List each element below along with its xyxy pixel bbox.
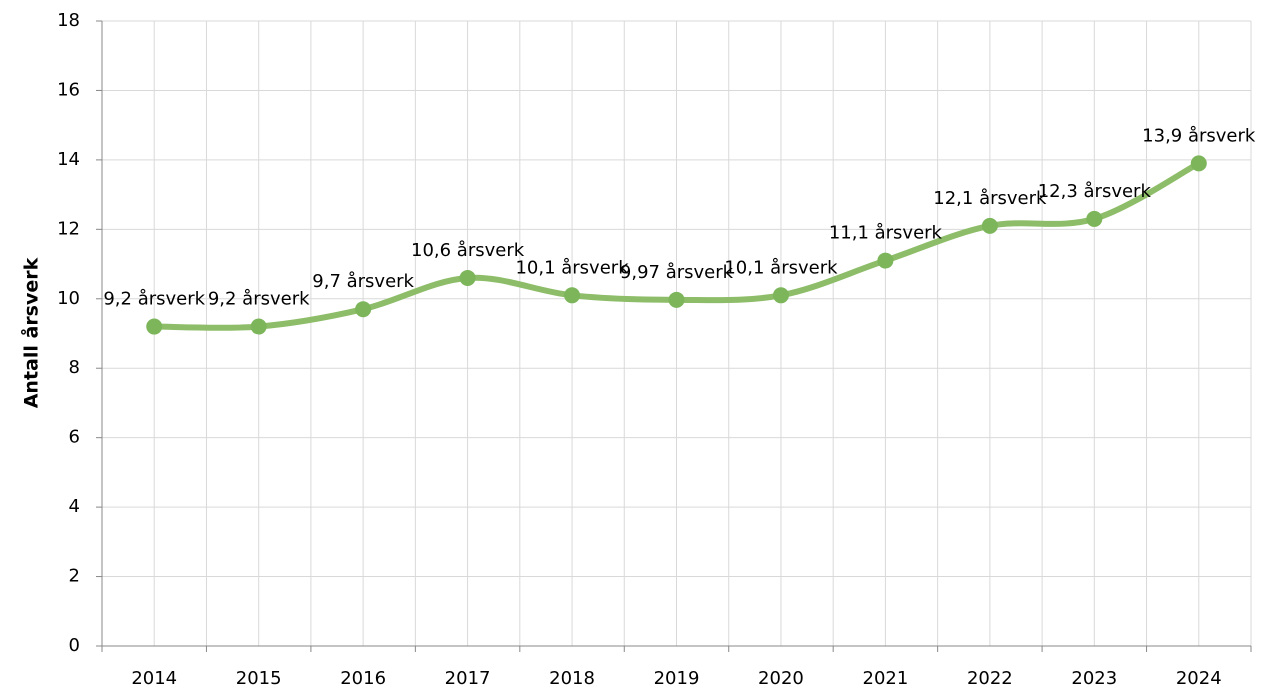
x-tick-label: 2017 (445, 668, 491, 689)
data-label: 11,1 årsverk (829, 223, 943, 244)
data-label: 10,1 årsverk (724, 257, 838, 278)
marker (668, 291, 685, 308)
marker (250, 318, 267, 335)
x-tick-label: 2024 (1176, 668, 1222, 689)
x-tick-label: 2021 (863, 668, 909, 689)
y-tick-label: 6 (69, 427, 80, 448)
y-tick-label: 16 (57, 79, 80, 100)
data-label: 9,7 årsverk (312, 271, 414, 292)
data-label: 12,1 årsverk (933, 188, 1047, 209)
marker (1086, 210, 1103, 227)
data-label: 9,97 årsverk (620, 262, 734, 283)
y-tick-label: 10 (57, 288, 80, 309)
data-label: 10,6 årsverk (411, 240, 525, 261)
y-tick-label: 12 (57, 218, 80, 239)
marker (355, 301, 372, 318)
data-label: 13,9 årsverk (1142, 125, 1256, 146)
x-tick-label: 2020 (758, 668, 804, 689)
y-tick-label: 18 (57, 10, 80, 31)
data-label: 9,2 årsverk (103, 289, 205, 310)
y-tick-label: 4 (69, 496, 80, 517)
y-tick-label: 8 (69, 357, 80, 378)
marker (459, 269, 476, 286)
y-axis-label: Antall årsverk (19, 257, 43, 408)
x-tick-label: 2022 (967, 668, 1013, 689)
x-tick-label: 2015 (236, 668, 282, 689)
x-tick-label: 2014 (131, 668, 177, 689)
marker (564, 287, 581, 304)
marker (1190, 155, 1207, 172)
marker (981, 217, 998, 234)
x-tick-label: 2023 (1071, 668, 1117, 689)
data-label: 10,1 årsverk (515, 257, 629, 278)
marker (146, 318, 163, 335)
data-label: 9,2 årsverk (208, 289, 310, 310)
x-tick-label: 2019 (654, 668, 700, 689)
y-tick-label: 2 (69, 566, 80, 587)
marker (877, 252, 894, 269)
data-label: 12,3 årsverk (1038, 181, 1152, 202)
marker (772, 287, 789, 304)
y-tick-label: 14 (57, 149, 80, 170)
y-tick-label: 0 (69, 635, 80, 656)
x-tick-label: 2018 (549, 668, 595, 689)
x-tick-label: 2016 (340, 668, 386, 689)
